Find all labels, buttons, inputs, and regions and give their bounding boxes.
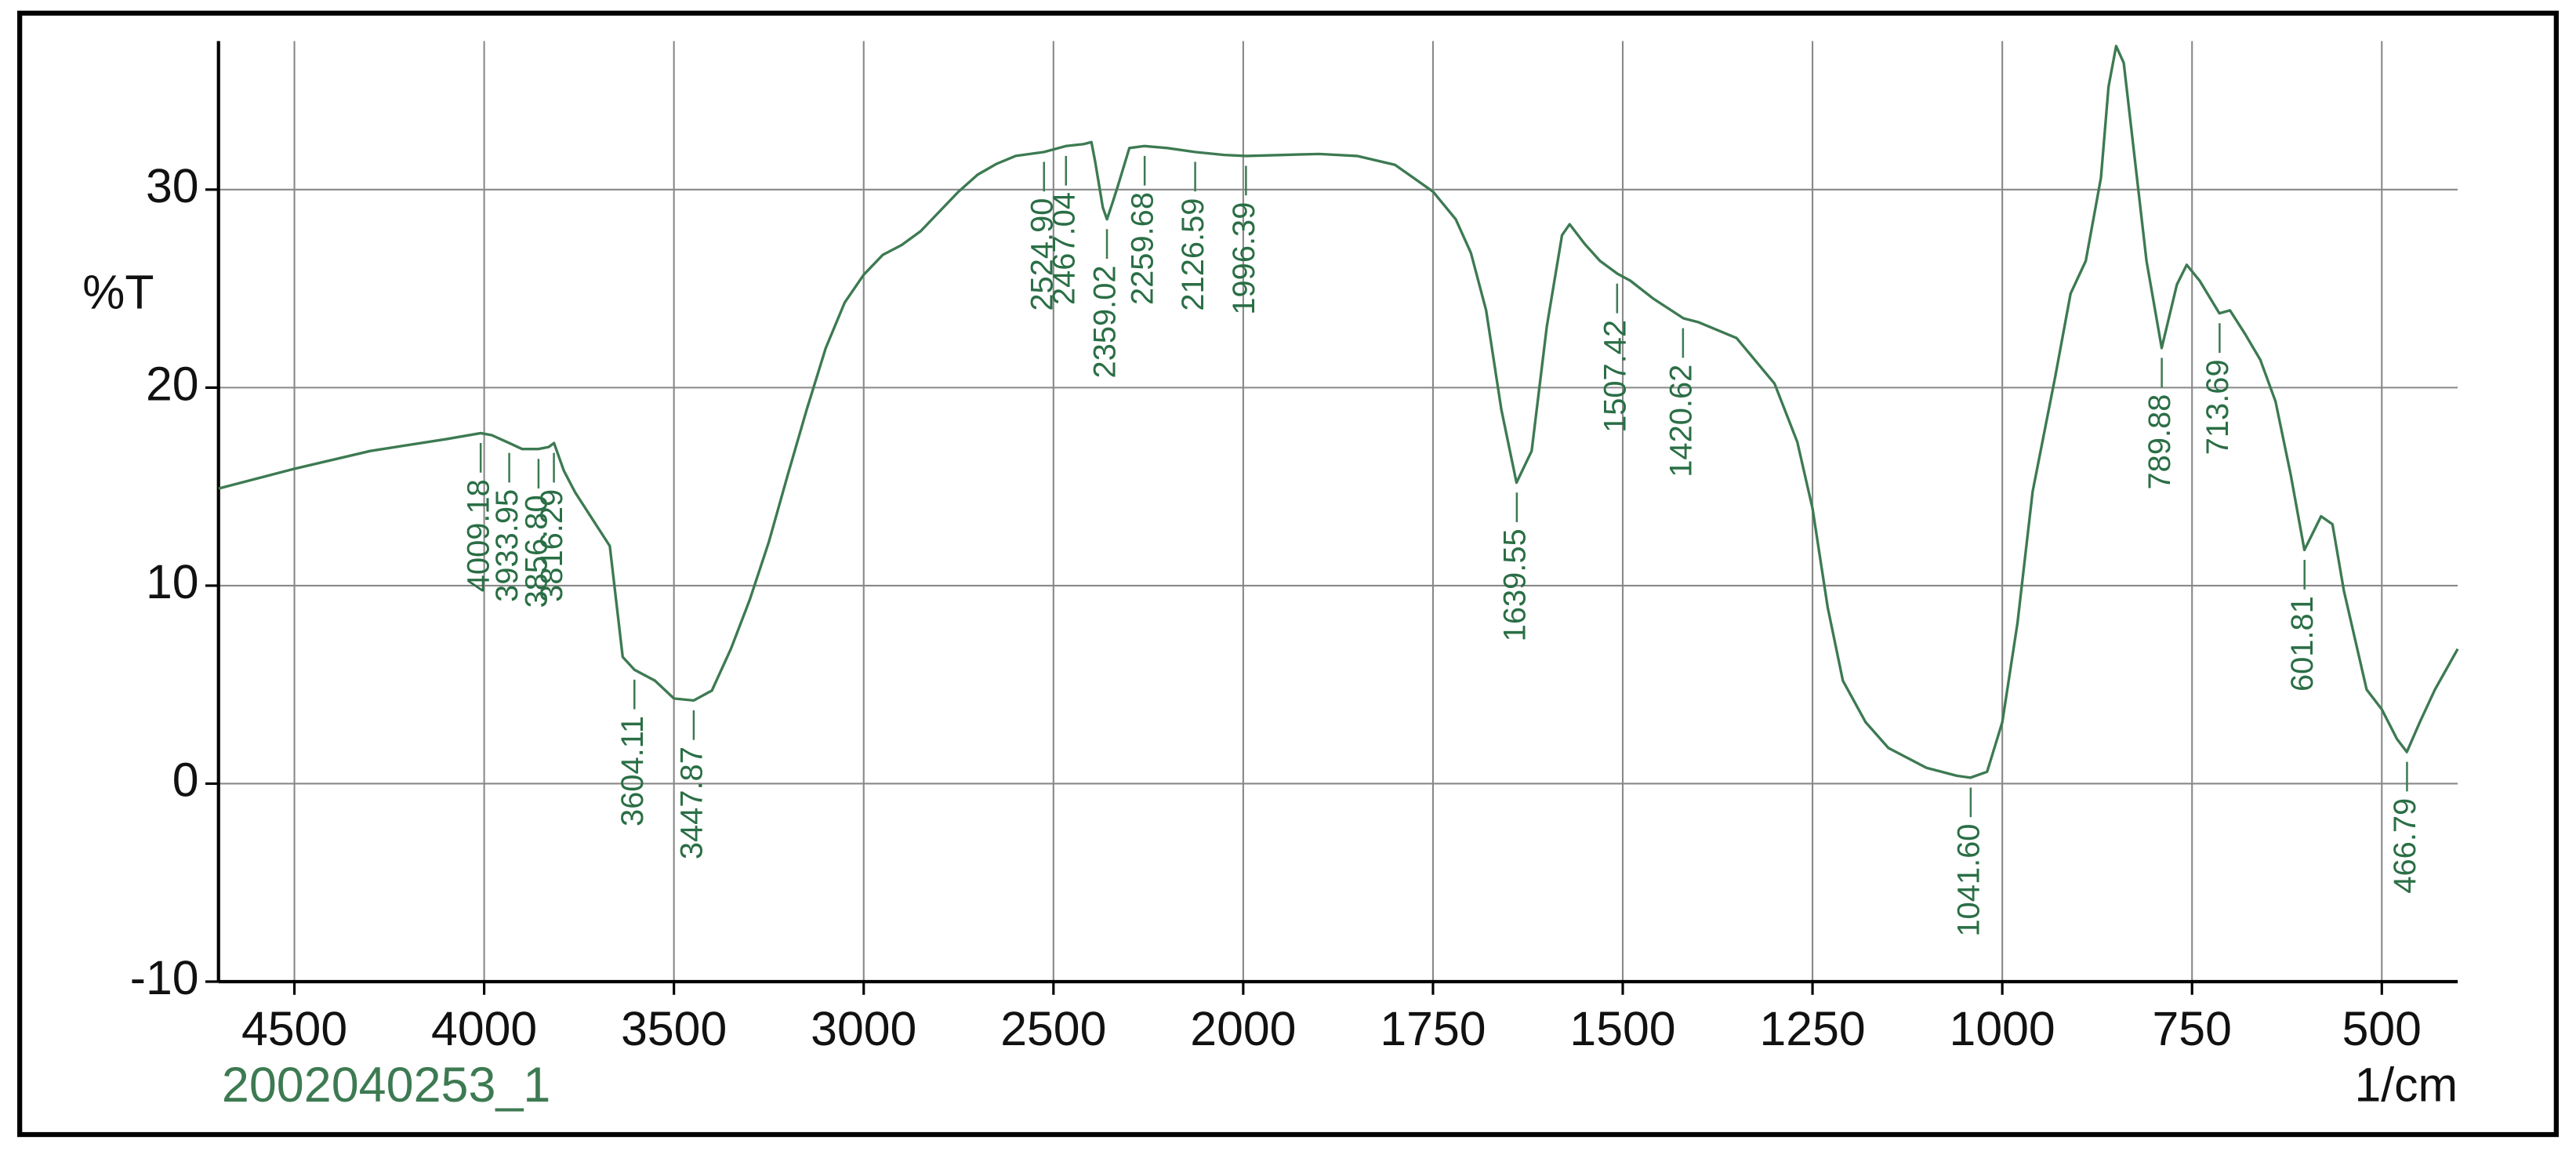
x-tick-label: 3500: [621, 1002, 727, 1055]
x-tick-label: 4500: [241, 1002, 347, 1055]
peak-label: 1996.39: [1227, 202, 1261, 315]
x-tick-label: 1250: [1759, 1002, 1865, 1055]
peak-label: 1639.55: [1497, 528, 1532, 641]
x-tick-label: 4000: [431, 1002, 537, 1055]
x-tick-label: 1500: [1569, 1002, 1675, 1055]
x-tick-label: 1750: [1380, 1002, 1486, 1055]
x-tick-label: 500: [2342, 1002, 2422, 1055]
peak-label: 3933.95: [490, 489, 524, 602]
x-tick-label: 750: [2153, 1002, 2232, 1055]
peak-label: 2259.68: [1126, 192, 1160, 305]
peak-label: 1041.60: [1951, 824, 1986, 937]
y-tick-label: 0: [172, 753, 199, 807]
sample-name: 2002040253_1: [222, 1058, 550, 1113]
y-axis-label: %T: [82, 266, 154, 319]
y-tick-label: 30: [146, 159, 199, 212]
peak-label: 3816.29: [535, 489, 569, 602]
peak-label: 1507.42: [1598, 320, 1632, 433]
y-tick-label: 20: [146, 357, 199, 410]
spectrum-line: [218, 45, 2459, 779]
x-tick-label: 2500: [1000, 1002, 1106, 1055]
y-tick-label: 10: [146, 555, 199, 608]
peak-label: 2467.04: [1047, 192, 1081, 305]
peak-label: 713.69: [2200, 359, 2235, 455]
peak-label: 2126.59: [1176, 198, 1210, 311]
peak-label: 4009.18: [462, 479, 496, 592]
x-tick-label: 3000: [811, 1002, 916, 1055]
peak-label: 3604.11: [615, 716, 650, 826]
peak-label: 466.79: [2388, 798, 2422, 894]
y-tick-label: -10: [130, 951, 199, 1004]
peak-label: 1420.62: [1664, 365, 1698, 477]
peak-label: 789.88: [2142, 394, 2177, 490]
x-tick-label: 1000: [1950, 1002, 2055, 1055]
peak-label: 3856.80: [519, 495, 553, 608]
x-axis-label: 1/cm: [2354, 1058, 2458, 1111]
frame: [17, 10, 2559, 1138]
peak-label: 3447.87: [674, 746, 709, 859]
peak-label: 2524.90: [1025, 198, 1059, 311]
peak-label: 2359.02: [1088, 265, 1123, 378]
x-tick-label: 2000: [1190, 1002, 1296, 1055]
peak-label: 601.81: [2285, 596, 2320, 692]
